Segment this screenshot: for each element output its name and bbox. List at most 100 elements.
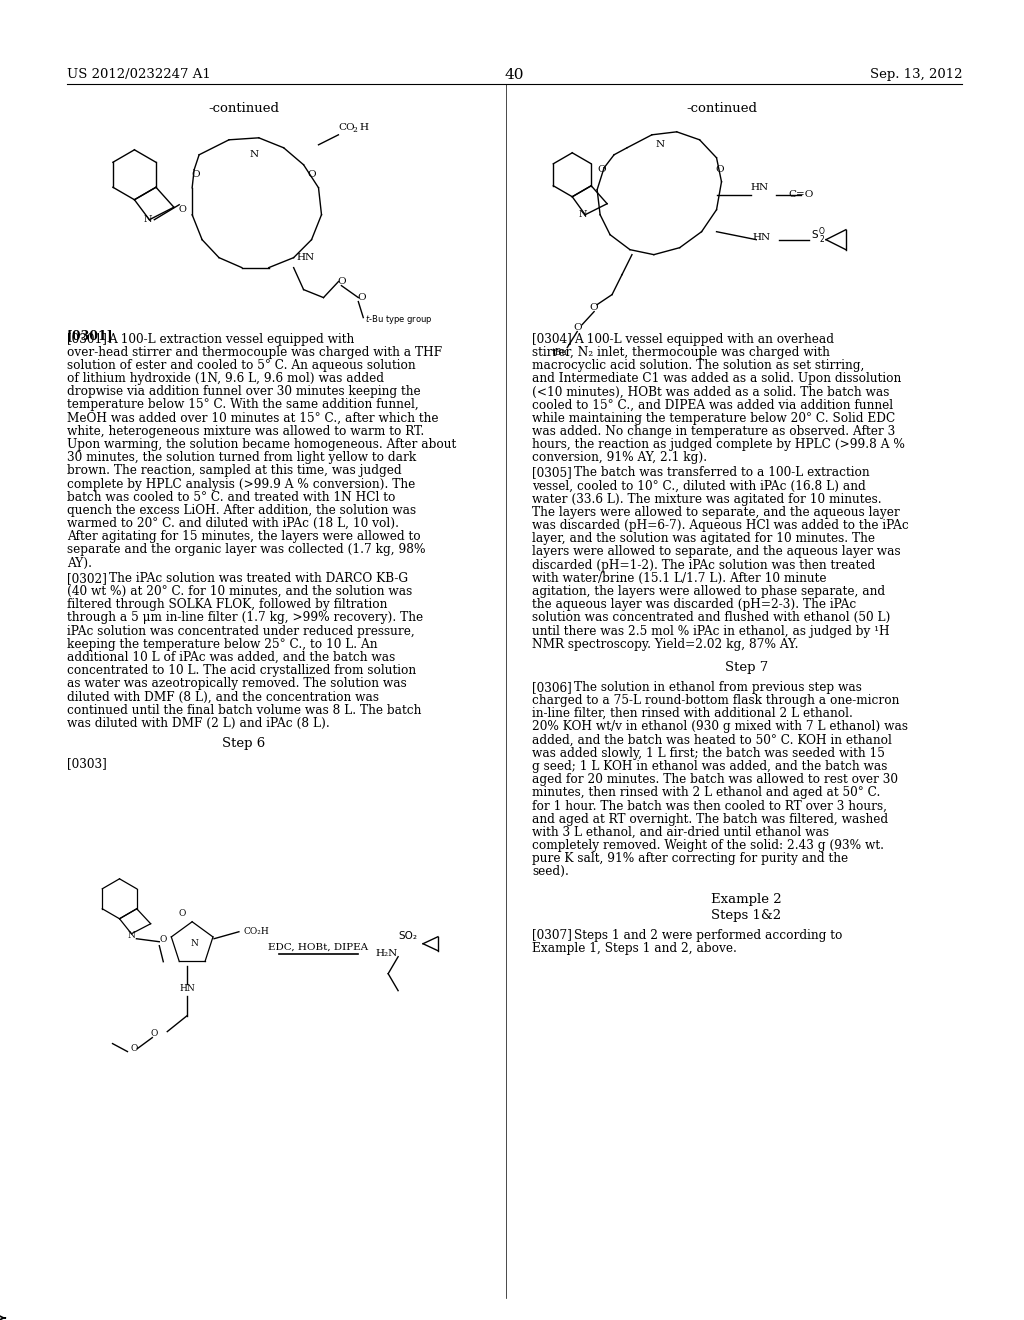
Text: [0305]: [0305] [532, 466, 572, 479]
Text: HN: HN [753, 234, 770, 242]
Text: H₂N: H₂N [375, 949, 397, 958]
Text: HN: HN [179, 985, 195, 993]
Text: filtered through SOLKA FLOK, followed by filtration: filtered through SOLKA FLOK, followed by… [67, 598, 387, 611]
Text: CO: CO [338, 123, 355, 132]
Text: and aged at RT overnight. The batch was filtered, washed: and aged at RT overnight. The batch was … [532, 813, 889, 826]
Text: The solution in ethanol from previous step was: The solution in ethanol from previous st… [574, 681, 862, 694]
Text: H: H [359, 123, 369, 132]
Text: N: N [655, 140, 665, 149]
Text: Upon warming, the solution became homogeneous. After about: Upon warming, the solution became homoge… [67, 438, 456, 451]
Text: conversion, 91% AY, 2.1 kg).: conversion, 91% AY, 2.1 kg). [532, 451, 708, 465]
Text: O: O [178, 909, 186, 919]
Text: minutes, then rinsed with 2 L ethanol and aged at 50° C.: minutes, then rinsed with 2 L ethanol an… [532, 787, 881, 800]
Text: SO₂: SO₂ [398, 931, 417, 941]
Text: [0302]: [0302] [67, 572, 106, 585]
Text: layer, and the solution was agitated for 10 minutes. The: layer, and the solution was agitated for… [532, 532, 876, 545]
Text: with water/brine (15.1 L/1.7 L). After 10 minute: with water/brine (15.1 L/1.7 L). After 1… [532, 572, 827, 585]
Text: batch was cooled to 5° C. and treated with 1N HCl to: batch was cooled to 5° C. and treated wi… [67, 491, 395, 504]
Text: (<10 minutes), HOBt was added as a solid. The batch was: (<10 minutes), HOBt was added as a solid… [532, 385, 890, 399]
Text: while maintaining the temperature below 20° C. Solid EDC: while maintaining the temperature below … [532, 412, 896, 425]
Text: US 2012/0232247 A1: US 2012/0232247 A1 [67, 67, 211, 81]
Text: as water was azeotropically removed. The solution was: as water was azeotropically removed. The… [67, 677, 407, 690]
Text: [0301]: [0301] [67, 330, 114, 343]
Text: O: O [337, 277, 346, 286]
Text: was added slowly, 1 L first; the batch was seeded with 15: was added slowly, 1 L first; the batch w… [532, 747, 886, 760]
Text: was diluted with DMF (2 L) and iPAc (8 L).: was diluted with DMF (2 L) and iPAc (8 L… [67, 717, 330, 730]
Text: and Intermediate C1 was added as a solid. Upon dissolution: and Intermediate C1 was added as a solid… [532, 372, 902, 385]
Text: Steps 1 and 2 were performed according to: Steps 1 and 2 were performed according t… [574, 928, 843, 941]
Text: The batch was transferred to a 100-L extraction: The batch was transferred to a 100-L ext… [574, 466, 869, 479]
Text: layers were allowed to separate, and the aqueous layer was: layers were allowed to separate, and the… [532, 545, 901, 558]
Text: iPAc solution was concentrated under reduced pressure,: iPAc solution was concentrated under red… [67, 624, 415, 638]
Text: O: O [715, 165, 724, 174]
Text: O: O [160, 936, 167, 944]
Text: O: O [357, 293, 366, 302]
Text: The iPAc solution was treated with DARCO KB-G: The iPAc solution was treated with DARCO… [109, 572, 408, 585]
Text: warmed to 20° C. and diluted with iPAc (18 L, 10 vol).: warmed to 20° C. and diluted with iPAc (… [67, 517, 398, 531]
Text: NMR spectroscopy. Yield=2.02 kg, 87% AY.: NMR spectroscopy. Yield=2.02 kg, 87% AY. [532, 638, 799, 651]
Text: C=O: C=O [788, 190, 814, 199]
Text: O: O [598, 165, 606, 174]
Text: 2: 2 [819, 235, 823, 244]
Text: with 3 L ethanol, and air-dried until ethanol was: with 3 L ethanol, and air-dried until et… [532, 826, 829, 840]
Text: white, heterogeneous mixture was allowed to warm to RT.: white, heterogeneous mixture was allowed… [67, 425, 424, 438]
Text: -continued: -continued [208, 102, 280, 115]
Text: 2: 2 [352, 125, 357, 133]
Text: [0304]: [0304] [532, 333, 572, 346]
Text: The layers were allowed to separate, and the aqueous layer: The layers were allowed to separate, and… [532, 506, 900, 519]
Text: charged to a 75-L round-bottom flask through a one-micron: charged to a 75-L round-bottom flask thr… [532, 694, 900, 708]
Text: seed).: seed). [532, 866, 569, 878]
Text: CO₂H: CO₂H [244, 927, 269, 936]
Text: was added. No change in temperature as observed. After 3: was added. No change in temperature as o… [532, 425, 896, 438]
Text: 40: 40 [505, 67, 524, 82]
Text: [0303]: [0303] [67, 756, 106, 770]
Text: brown. The reaction, sampled at this time, was judged: brown. The reaction, sampled at this tim… [67, 465, 401, 478]
Text: for 1 hour. The batch was then cooled to RT over 3 hours,: for 1 hour. The batch was then cooled to… [532, 800, 888, 813]
Text: O: O [178, 205, 186, 214]
Text: A 100-L vessel equipped with an overhead: A 100-L vessel equipped with an overhead [574, 333, 835, 346]
Text: [0306]: [0306] [532, 681, 572, 694]
Text: [0301]: [0301] [67, 333, 106, 346]
Text: O: O [131, 1044, 138, 1053]
Text: was discarded (pH=6-7). Aqueous HCl was added to the iPAc: was discarded (pH=6-7). Aqueous HCl was … [532, 519, 909, 532]
Text: HN: HN [751, 183, 768, 193]
Text: discarded (pH=1-2). The iPAc solution was then treated: discarded (pH=1-2). The iPAc solution wa… [532, 558, 876, 572]
Text: additional 10 L of iPAc was added, and the batch was: additional 10 L of iPAc was added, and t… [67, 651, 395, 664]
Text: N: N [190, 940, 198, 948]
Text: Example 2: Example 2 [711, 892, 781, 906]
Text: tBu: tBu [552, 348, 568, 356]
Text: keeping the temperature below 25° C., to 10 L. An: keeping the temperature below 25° C., to… [67, 638, 377, 651]
Text: complete by HPLC analysis (>99.9 A % conversion). The: complete by HPLC analysis (>99.9 A % con… [67, 478, 415, 491]
Text: g seed; 1 L KOH in ethanol was added, and the batch was: g seed; 1 L KOH in ethanol was added, an… [532, 760, 888, 774]
Text: O: O [307, 170, 315, 180]
Text: in-line filter, then rinsed with additional 2 L ethanol.: in-line filter, then rinsed with additio… [532, 708, 853, 721]
Text: added, and the batch was heated to 50° C. KOH in ethanol: added, and the batch was heated to 50° C… [532, 734, 892, 747]
Text: 30 minutes, the solution turned from light yellow to dark: 30 minutes, the solution turned from lig… [67, 451, 416, 465]
Text: over-head stirrer and thermocouple was charged with a THF: over-head stirrer and thermocouple was c… [67, 346, 442, 359]
Text: N: N [579, 210, 588, 219]
Text: cooled to 15° C., and DIPEA was added via addition funnel: cooled to 15° C., and DIPEA was added vi… [532, 399, 894, 412]
Text: of lithium hydroxide (1N, 9.6 L, 9.6 mol) was added: of lithium hydroxide (1N, 9.6 L, 9.6 mol… [67, 372, 384, 385]
Text: completely removed. Weight of the solid: 2.43 g (93% wt.: completely removed. Weight of the solid:… [532, 840, 885, 853]
Text: quench the excess LiOH. After addition, the solution was: quench the excess LiOH. After addition, … [67, 504, 416, 517]
Text: aged for 20 minutes. The batch was allowed to rest over 30: aged for 20 minutes. The batch was allow… [532, 774, 898, 787]
Text: Step 6: Step 6 [222, 737, 265, 750]
Text: concentrated to 10 L. The acid crystallized from solution: concentrated to 10 L. The acid crystalli… [67, 664, 416, 677]
Text: 20% KOH wt/v in ethanol (930 g mixed with 7 L ethanol) was: 20% KOH wt/v in ethanol (930 g mixed wit… [532, 721, 908, 734]
Text: separate and the organic layer was collected (1.7 kg, 98%: separate and the organic layer was colle… [67, 544, 425, 557]
Text: diluted with DMF (8 L), and the concentration was: diluted with DMF (8 L), and the concentr… [67, 690, 379, 704]
Text: After agitating for 15 minutes, the layers were allowed to: After agitating for 15 minutes, the laye… [67, 531, 421, 544]
Text: macrocyclic acid solution. The solution as set stirring,: macrocyclic acid solution. The solution … [532, 359, 865, 372]
Text: solution was concentrated and flushed with ethanol (50 L): solution was concentrated and flushed wi… [532, 611, 891, 624]
Text: N: N [143, 215, 152, 224]
Text: Step 7: Step 7 [725, 661, 768, 675]
Text: [0307]: [0307] [532, 928, 572, 941]
Text: stirrer, N₂ inlet, thermocouple was charged with: stirrer, N₂ inlet, thermocouple was char… [532, 346, 830, 359]
Text: (40 wt %) at 20° C. for 10 minutes, and the solution was: (40 wt %) at 20° C. for 10 minutes, and … [67, 585, 412, 598]
Text: O: O [572, 323, 582, 333]
Text: Sep. 13, 2012: Sep. 13, 2012 [869, 67, 963, 81]
Text: AY).: AY). [67, 557, 92, 570]
Text: $\mathit{t}$-Bu type group: $\mathit{t}$-Bu type group [366, 313, 433, 326]
Text: Example 1, Steps 1 and 2, above.: Example 1, Steps 1 and 2, above. [532, 941, 737, 954]
Text: O: O [590, 304, 598, 312]
